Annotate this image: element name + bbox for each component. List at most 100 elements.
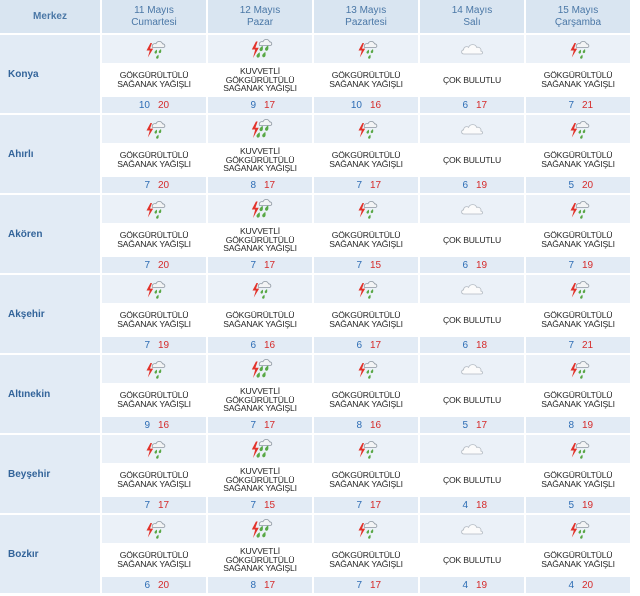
city-name-link[interactable]: Bozkır (8, 548, 39, 560)
raindrop (366, 449, 370, 454)
city-cell: Bozkır (0, 515, 100, 593)
max-temperature: 16 (370, 419, 382, 431)
raindrop (264, 365, 269, 371)
raindrop (154, 529, 158, 534)
min-temperature: 5 (462, 419, 468, 431)
condition-line: SAĞANAK YAĞIŞLI (541, 159, 615, 169)
header-day-3: 13 Mayıs Pazartesi (314, 0, 418, 33)
temperature-range: 7 17 (314, 177, 418, 193)
raindrop (256, 132, 260, 138)
raindrop (370, 369, 374, 374)
condition-line: SAĞANAK YAĞIŞLI (223, 403, 297, 414)
condition-line: GÖKGÜRÜLTÜLÜ (119, 390, 189, 401)
condition-line: GÖKGÜRÜLTÜLÜ (119, 470, 189, 481)
lightning-bolt (358, 283, 366, 298)
thunderstorm-rain-icon (353, 277, 379, 301)
temperature-range: 7 17 (208, 417, 312, 433)
min-temperature: 4 (462, 499, 468, 511)
forecast-cell: ÇOK BULUTLU 6 17 (420, 35, 524, 113)
raindrop (368, 534, 371, 539)
lightning-bolt (358, 43, 366, 58)
raindrop (580, 454, 583, 459)
cloud-graphic (461, 444, 483, 455)
temperature-range: 4 20 (526, 577, 630, 593)
raindrop (158, 129, 162, 134)
temperature-range: 7 21 (526, 97, 630, 113)
lightning-bolt (358, 363, 366, 378)
city-name-link[interactable]: Konya (8, 68, 39, 80)
temperature-range: 10 16 (314, 97, 418, 113)
min-temperature: 8 (356, 419, 362, 431)
lightning-bolt (146, 203, 154, 218)
thunderstorm-rain-graphic (570, 41, 590, 59)
raindrop (259, 445, 263, 452)
lightning-bolt (251, 121, 259, 138)
min-temperature: 8 (250, 579, 256, 591)
min-temperature: 6 (250, 339, 256, 351)
condition-text: GÖKGÜRÜLTÜLÜ SAĞANAK YAĞIŞLI (526, 543, 630, 577)
max-temperature: 19 (582, 259, 594, 271)
condition-line: GÖKGÜRÜLTÜLÜ (543, 70, 613, 81)
condition-line: GÖKGÜRÜLTÜLÜ (331, 150, 401, 161)
thunderstorm-rain-graphic (146, 41, 166, 59)
cloud-graphic (461, 124, 483, 135)
thunderstorm-rain-icon (353, 197, 379, 221)
city-name-link[interactable]: Ahırlı (8, 148, 34, 160)
min-temperature: 7 (568, 259, 574, 271)
cloud-shape (258, 119, 273, 126)
header-day-date: 14 Mayıs (451, 4, 493, 16)
max-temperature: 17 (264, 579, 276, 591)
min-temperature: 7 (250, 259, 256, 271)
temperature-range: 7 15 (208, 497, 312, 513)
weather-icon-cell (420, 35, 524, 63)
weather-icon-cell (208, 195, 312, 223)
condition-line: SAĞANAK YAĞIŞLI (223, 243, 297, 254)
condition-line: SAĞANAK YAĞIŞLI (541, 479, 615, 489)
cloud-shape (363, 41, 378, 48)
thunderstorm-rain-icon (141, 197, 167, 221)
city-name-link[interactable]: Akşehir (8, 308, 45, 320)
forecast-cell: ÇOK BULUTLU 4 19 (420, 515, 524, 593)
raindrop (259, 45, 263, 52)
temperature-range: 4 18 (420, 497, 524, 513)
condition-line: GÖKGÜRÜLTÜLÜ (331, 470, 401, 481)
heavy-thunderstorm-rain-icon (247, 517, 273, 541)
city-name-link[interactable]: Altınekin (8, 388, 51, 400)
city-name-link[interactable]: Akören (8, 228, 43, 240)
raindrop (264, 525, 269, 531)
weather-icon-cell (314, 435, 418, 463)
condition-line: ÇOK BULUTLU (443, 554, 501, 565)
raindrop (366, 369, 370, 374)
temperature-range: 8 17 (208, 177, 312, 193)
thunderstorm-rain-graphic (570, 441, 590, 459)
condition-line: SAĞANAK YAĞIŞLI (541, 399, 615, 409)
thunderstorm-rain-icon (565, 117, 591, 141)
condition-line: KUVVETLİ (240, 66, 280, 77)
forecast-table: Merkez 11 Mayıs Cumartesi 12 Mayıs Pazar… (0, 0, 630, 593)
raindrop (580, 134, 583, 139)
lightning-bolt (570, 443, 578, 458)
forecast-cell: GÖKGÜRÜLTÜLÜ SAĞANAK YAĞIŞLI 7 19 (102, 275, 206, 353)
city-name-link[interactable]: Beyşehir (8, 468, 51, 480)
min-temperature: 10 (350, 99, 362, 111)
weather-icon-cell (102, 355, 206, 383)
min-temperature: 8 (568, 419, 574, 431)
forecast-cell: ÇOK BULUTLU 4 18 (420, 435, 524, 513)
raindrop (366, 209, 370, 214)
raindrop (262, 294, 265, 299)
weather-icon-cell (314, 35, 418, 63)
raindrop (582, 289, 586, 294)
city-cell: Beyşehir (0, 435, 100, 513)
thunderstorm-rain-icon (141, 437, 167, 461)
condition-line: GÖKGÜRÜLTÜLÜ (331, 550, 401, 561)
max-temperature: 17 (264, 419, 276, 431)
cloud-shape (363, 121, 378, 128)
weather-icon-cell (314, 515, 418, 543)
heavy-thunderstorm-rain-graphic (251, 439, 273, 458)
min-temperature: 6 (356, 339, 362, 351)
cloud-shape (575, 121, 590, 128)
lightning-bolt (570, 123, 578, 138)
condition-line: SAĞANAK YAĞIŞLI (329, 159, 403, 169)
condition-line: KUVVETLİ (240, 146, 280, 157)
max-temperature: 19 (476, 579, 488, 591)
